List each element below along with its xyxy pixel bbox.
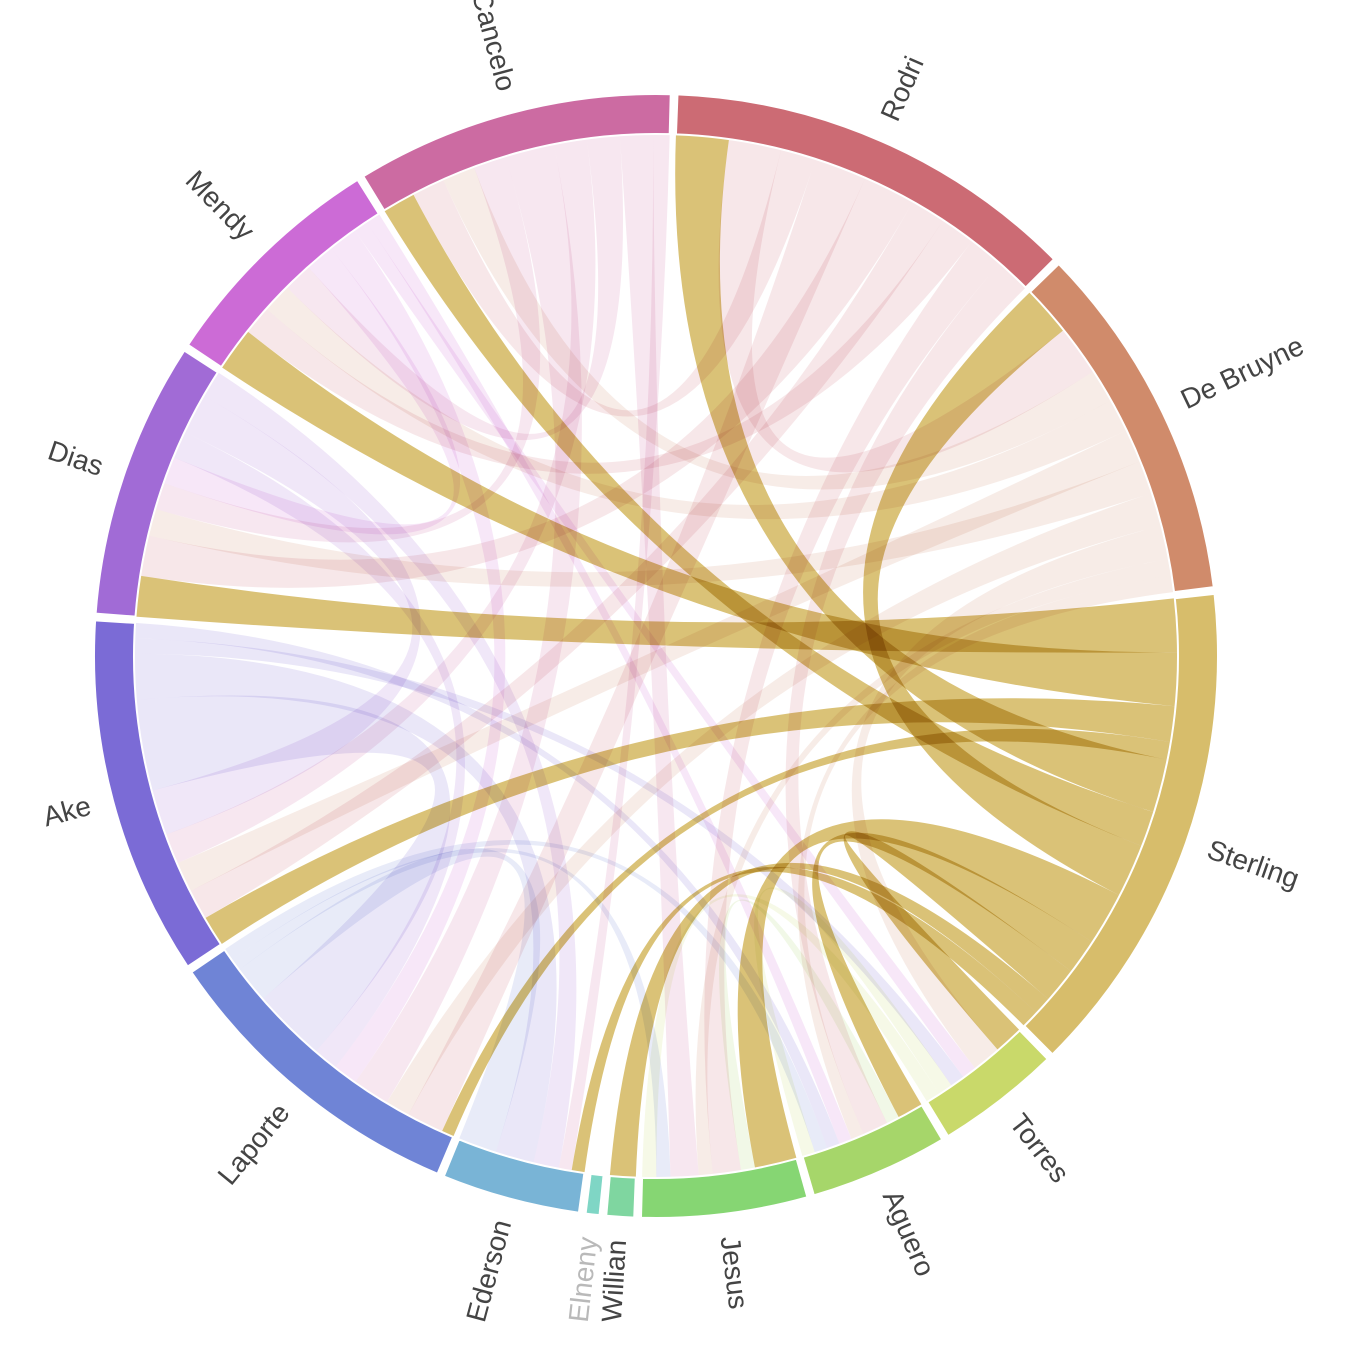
ribbon-sterling-jesus[interactable] [737, 819, 1120, 1169]
ribbon-sterling-mendy[interactable] [221, 331, 1179, 707]
group-label-sterling: Sterling [1203, 834, 1303, 895]
ribbon-rodri-de-bruyne[interactable] [718, 139, 1094, 473]
ribbon-cancelo-dias[interactable] [155, 156, 541, 543]
ribbon-de-bruyne-cancelo[interactable] [443, 166, 1112, 490]
group-arc-willian[interactable] [605, 1174, 637, 1219]
group-label-de-bruyne: De Bruyne [1176, 330, 1309, 415]
ribbon-sterling-rodri[interactable] [675, 134, 1168, 813]
group-arc-ederson[interactable] [442, 1138, 586, 1214]
ribbon-cancelo-ederson[interactable] [558, 134, 670, 1172]
ribbon-mendy-laporte[interactable] [330, 230, 506, 1083]
ribbon-sterling-aguero[interactable] [812, 832, 1093, 1118]
group-arc-laporte[interactable] [189, 948, 455, 1176]
group-arc-sterling[interactable] [1022, 592, 1219, 1056]
group-label-dias: Dias [44, 435, 107, 482]
ribbon-ake-ederson[interactable] [134, 653, 557, 1164]
ribbon-de-bruyne-aguero[interactable] [797, 575, 1175, 1140]
group-label-willian: Willian [596, 1239, 632, 1323]
group-label-torres: Torres [1003, 1108, 1075, 1188]
ribbon-rodri-cancelo[interactable] [413, 149, 816, 417]
group-arc-rodri[interactable] [674, 93, 1056, 289]
ribbon-ake-laporte[interactable] [135, 695, 451, 1052]
group-label-mendy: Mendy [180, 164, 261, 246]
ribbon-sterling-ake[interactable] [204, 698, 1176, 945]
group-label-laporte: Laporte [212, 1097, 296, 1190]
group-arc-cancelo[interactable] [361, 93, 672, 212]
group-arc-dias[interactable] [94, 349, 220, 618]
group-label-jesus: Jesus [715, 1234, 755, 1310]
ribbon-cancelo-mendy[interactable] [286, 135, 624, 441]
ribbon-cancelo-laporte[interactable] [355, 144, 582, 1103]
ribbons-layer [134, 134, 1179, 1178]
ribbon-de-bruyne-dias[interactable] [148, 461, 1152, 587]
group-label-ederson: Ederson [460, 1216, 517, 1325]
group-arc-de-bruyne[interactable] [1028, 262, 1215, 594]
group-arc-torres[interactable] [925, 1028, 1050, 1138]
group-arc-aguero[interactable] [801, 1103, 944, 1197]
arcs-layer [93, 93, 1219, 1219]
ribbon-dias-laporte[interactable] [173, 432, 466, 1068]
ribbon-rodri-dias[interactable] [140, 177, 913, 588]
ribbon-sterling-torres[interactable] [843, 831, 1072, 1051]
ribbon-rodri-mendy[interactable] [247, 220, 973, 474]
group-arc-mendy[interactable] [186, 178, 381, 369]
ribbon-laporte-ederson[interactable] [238, 848, 541, 1153]
group-label-ake: Ake [40, 790, 95, 832]
group-label-aguero: Aguero [877, 1186, 941, 1281]
group-label-rodri: Rodri [874, 52, 929, 126]
ribbon-rodri-jesus[interactable] [704, 240, 1000, 1175]
group-arc-elneny[interactable] [584, 1172, 605, 1217]
group-arc-jesus[interactable] [639, 1157, 809, 1219]
ribbon-aguero-jesus[interactable] [719, 899, 900, 1172]
group-label-cancelo: Cancelo [466, 0, 522, 94]
group-arc-ake[interactable] [93, 619, 223, 968]
ribbon-dias-ederson[interactable] [203, 372, 577, 1169]
